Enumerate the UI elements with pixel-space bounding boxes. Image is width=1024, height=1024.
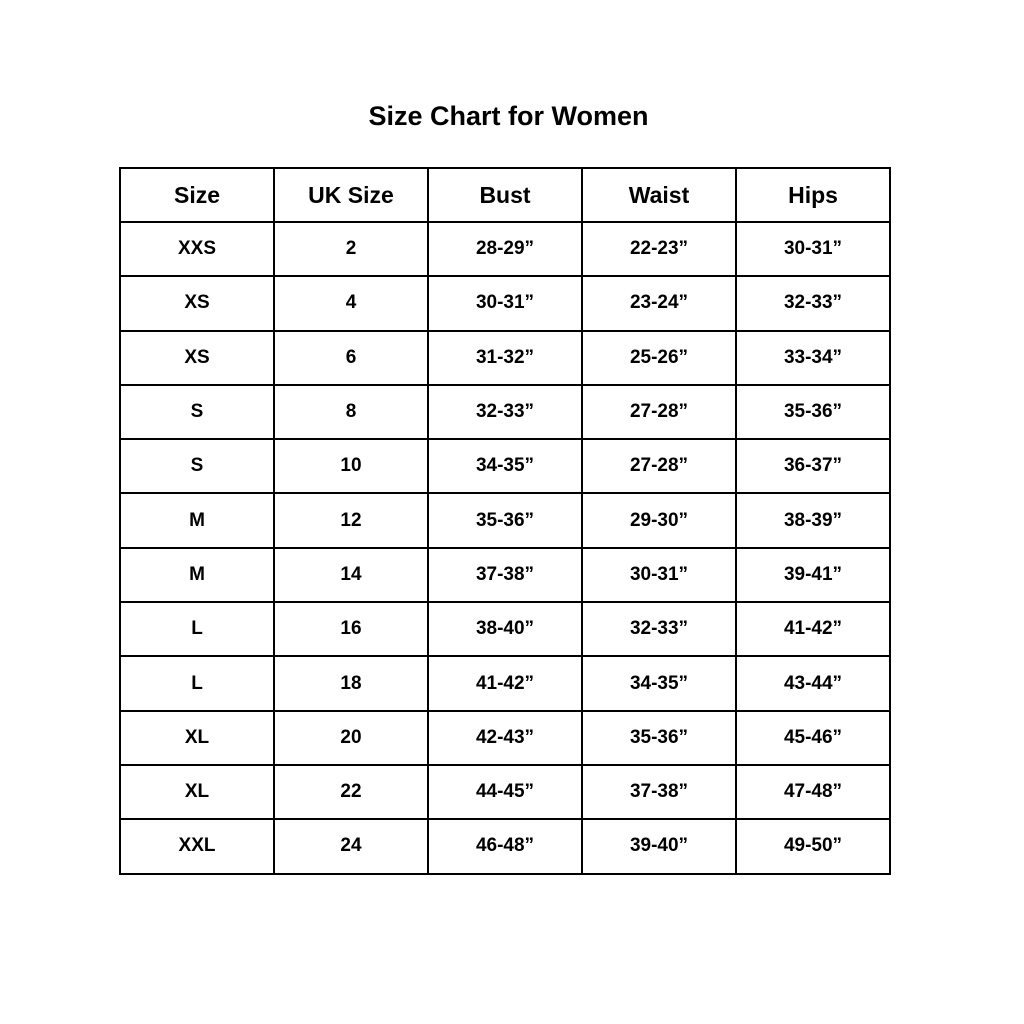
cell-waist: 34-35” <box>581 655 737 712</box>
cell-waist: 22-23” <box>581 220 737 278</box>
cell-uk-size: 4 <box>273 275 429 332</box>
cell-waist: 23-24” <box>581 275 737 332</box>
cell-bust: 31-32” <box>427 329 583 386</box>
cell-uk-size: 8 <box>273 383 429 441</box>
cell-uk-size: 12 <box>273 492 429 549</box>
cell-waist: 25-26” <box>581 329 737 386</box>
header-row: Size UK Size Bust Waist Hips <box>119 167 891 223</box>
cell-bust: 37-38” <box>427 546 583 604</box>
page-title: Size Chart for Women <box>368 101 649 131</box>
column-header-hips: Hips <box>735 167 891 223</box>
cell-hips: 30-31” <box>735 220 891 278</box>
cell-waist: 39-40” <box>581 818 737 875</box>
cell-size: XXL <box>119 818 275 875</box>
table-body: XXS 2 28-29” 22-23” 30-31” XS 4 30-31” 23-24” 32-… <box>119 220 891 875</box>
cell-hips: 47-48” <box>735 763 891 821</box>
cell-waist: 30-31” <box>581 546 737 604</box>
cell-waist: 35-36” <box>581 709 737 766</box>
cell-size: M <box>119 546 275 604</box>
cell-hips: 32-33” <box>735 275 891 332</box>
cell-bust: 28-29” <box>427 220 583 278</box>
table-row: L 16 38-40” 32-33” 41-42” <box>119 601 891 658</box>
cell-waist: 27-28” <box>581 438 737 495</box>
table-row: XL 22 44-45” 37-38” 47-48” <box>119 763 891 821</box>
cell-bust: 35-36” <box>427 492 583 549</box>
cell-size: L <box>119 655 275 712</box>
cell-size: XL <box>119 709 275 766</box>
cell-uk-size: 10 <box>273 438 429 495</box>
table-row: S 8 32-33” 27-28” 35-36” <box>119 383 891 441</box>
cell-uk-size: 6 <box>273 329 429 386</box>
cell-uk-size: 24 <box>273 818 429 875</box>
column-header-bust: Bust <box>427 167 583 223</box>
cell-hips: 36-37” <box>735 438 891 495</box>
cell-waist: 29-30” <box>581 492 737 549</box>
table-row: XS 4 30-31” 23-24” 32-33” <box>119 275 891 332</box>
cell-hips: 39-41” <box>735 546 891 604</box>
cell-bust: 32-33” <box>427 383 583 441</box>
cell-bust: 44-45” <box>427 763 583 821</box>
table-row: M 14 37-38” 30-31” 39-41” <box>119 546 891 604</box>
table-row: XXS 2 28-29” 22-23” 30-31” <box>119 220 891 278</box>
size-chart-table: Size UK Size Bust Waist Hips XXS 2 28-29” 22-23… <box>119 167 891 875</box>
cell-size: XL <box>119 763 275 821</box>
cell-hips: 43-44” <box>735 655 891 712</box>
cell-uk-size: 16 <box>273 601 429 658</box>
cell-bust: 34-35” <box>427 438 583 495</box>
column-header-waist: Waist <box>581 167 737 223</box>
column-header-uk-size: UK Size <box>273 167 429 223</box>
table-row: XL 20 42-43” 35-36” 45-46” <box>119 709 891 766</box>
cell-size: XS <box>119 275 275 332</box>
cell-bust: 46-48” <box>427 818 583 875</box>
cell-uk-size: 18 <box>273 655 429 712</box>
cell-size: XS <box>119 329 275 386</box>
cell-size: L <box>119 601 275 658</box>
cell-uk-size: 22 <box>273 763 429 821</box>
cell-size: S <box>119 438 275 495</box>
cell-size: S <box>119 383 275 441</box>
cell-bust: 30-31” <box>427 275 583 332</box>
cell-hips: 41-42” <box>735 601 891 658</box>
cell-uk-size: 14 <box>273 546 429 604</box>
cell-size: M <box>119 492 275 549</box>
table-row: L 18 41-42” 34-35” 43-44” <box>119 655 891 712</box>
cell-uk-size: 2 <box>273 220 429 278</box>
table-row: XS 6 31-32” 25-26” 33-34” <box>119 329 891 386</box>
table-row: M 12 35-36” 29-30” 38-39” <box>119 492 891 549</box>
cell-uk-size: 20 <box>273 709 429 766</box>
cell-waist: 32-33” <box>581 601 737 658</box>
cell-waist: 37-38” <box>581 763 737 821</box>
cell-hips: 49-50” <box>735 818 891 875</box>
cell-bust: 42-43” <box>427 709 583 766</box>
table-row: S 10 34-35” 27-28” 36-37” <box>119 438 891 495</box>
cell-size: XXS <box>119 220 275 278</box>
cell-bust: 41-42” <box>427 655 583 712</box>
cell-hips: 33-34” <box>735 329 891 386</box>
table-row: XXL 24 46-48” 39-40” 49-50” <box>119 818 891 875</box>
cell-hips: 45-46” <box>735 709 891 766</box>
column-header-size: Size <box>119 167 275 223</box>
cell-hips: 38-39” <box>735 492 891 549</box>
cell-waist: 27-28” <box>581 383 737 441</box>
cell-hips: 35-36” <box>735 383 891 441</box>
cell-bust: 38-40” <box>427 601 583 658</box>
